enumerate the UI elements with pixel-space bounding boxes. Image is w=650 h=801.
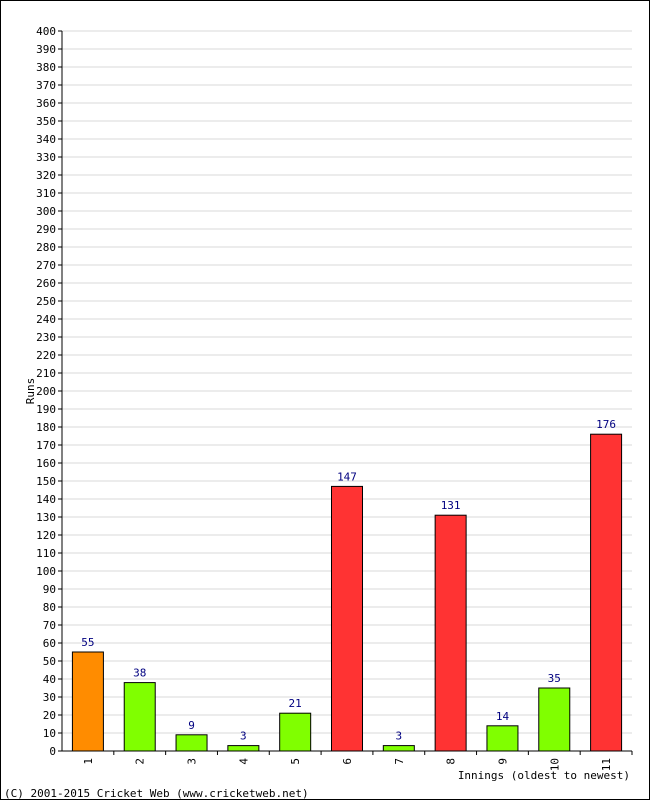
x-tick-label: 7 <box>393 758 406 765</box>
y-tick-label: 170 <box>36 439 56 452</box>
y-tick-label: 320 <box>36 169 56 182</box>
y-tick-label: 220 <box>36 349 56 362</box>
y-tick-label: 290 <box>36 223 56 236</box>
bar-value-label: 3 <box>396 730 403 743</box>
y-tick-label: 120 <box>36 529 56 542</box>
y-tick-label: 190 <box>36 403 56 416</box>
y-tick-label: 300 <box>36 205 56 218</box>
x-tick-label: 5 <box>289 758 302 765</box>
y-tick-label: 240 <box>36 313 56 326</box>
copyright-footer: (C) 2001-2015 Cricket Web (www.cricketwe… <box>4 787 309 800</box>
x-tick-label: 8 <box>445 758 458 765</box>
y-tick-label: 380 <box>36 61 56 74</box>
bar <box>227 745 260 752</box>
bars: 55 38 9 3 21 147 3 131 14 35 176 <box>71 418 623 752</box>
y-tick-label: 110 <box>36 547 56 560</box>
y-tick-label: 150 <box>36 475 56 488</box>
bar <box>382 745 415 752</box>
y-tick-label: 340 <box>36 133 56 146</box>
y-tick-label: 50 <box>43 655 56 668</box>
bar-value-label: 147 <box>337 470 357 483</box>
y-tick-label: 270 <box>36 259 56 272</box>
x-axis-label: Innings (oldest to newest) <box>458 769 630 782</box>
y-tick-label: 330 <box>36 151 56 164</box>
y-tick-label: 370 <box>36 79 56 92</box>
y-tick-label: 390 <box>36 43 56 56</box>
bar-value-label: 35 <box>548 672 561 685</box>
x-tick-label: 3 <box>186 758 199 765</box>
y-axis-ticks: 0 10 20 30 40 50 60 70 80 90 100 110 120 130 140 150 160… <box>36 25 62 758</box>
y-tick-label: 30 <box>43 691 56 704</box>
y-tick-label: 400 <box>36 25 56 38</box>
y-tick-label: 80 <box>43 601 56 614</box>
x-axis-ticks: 1 2 3 4 5 6 7 8 9 10 11 <box>82 751 633 771</box>
bar-value-label: 131 <box>441 499 461 512</box>
y-tick-label: 0 <box>49 745 56 758</box>
bar <box>71 651 104 752</box>
bar <box>538 687 571 752</box>
y-axis-label: Runs <box>24 378 37 405</box>
x-tick-label: 6 <box>341 758 354 765</box>
y-tick-label: 350 <box>36 115 56 128</box>
y-tick-label: 90 <box>43 583 56 596</box>
y-tick-label: 40 <box>43 673 56 686</box>
bar-value-label: 38 <box>133 667 146 680</box>
y-tick-label: 310 <box>36 187 56 200</box>
x-tick-label: 10 <box>548 758 561 771</box>
bar-value-label: 55 <box>81 636 94 649</box>
x-tick-label: 2 <box>134 758 147 765</box>
bar <box>175 734 208 752</box>
y-tick-label: 180 <box>36 421 56 434</box>
y-tick-label: 60 <box>43 637 56 650</box>
bar <box>123 682 156 752</box>
y-tick-label: 210 <box>36 367 56 380</box>
x-tick-label: 11 <box>600 758 613 771</box>
bar <box>331 485 363 752</box>
y-tick-label: 70 <box>43 619 56 632</box>
y-tick-label: 100 <box>36 565 56 578</box>
x-tick-label: 4 <box>237 758 250 765</box>
bar-value-label: 21 <box>289 697 302 710</box>
bar-value-label: 14 <box>496 710 510 723</box>
y-tick-label: 280 <box>36 241 56 254</box>
x-tick-label: 1 <box>82 758 95 765</box>
bar-value-label: 3 <box>240 730 247 743</box>
y-tick-label: 160 <box>36 457 56 470</box>
y-tick-label: 140 <box>36 493 56 506</box>
y-tick-label: 230 <box>36 331 56 344</box>
y-tick-label: 250 <box>36 295 56 308</box>
bar <box>279 712 312 752</box>
y-tick-label: 10 <box>43 727 56 740</box>
y-tick-label: 20 <box>43 709 56 722</box>
bar-value-label: 176 <box>596 418 616 431</box>
y-tick-label: 260 <box>36 277 56 290</box>
bar <box>590 433 623 752</box>
bar <box>434 514 467 752</box>
bar-value-label: 9 <box>188 719 195 732</box>
x-tick-label: 9 <box>496 758 509 765</box>
y-tick-label: 130 <box>36 511 56 524</box>
bar <box>486 725 519 752</box>
y-tick-label: 360 <box>36 97 56 110</box>
y-tick-label: 200 <box>36 385 56 398</box>
